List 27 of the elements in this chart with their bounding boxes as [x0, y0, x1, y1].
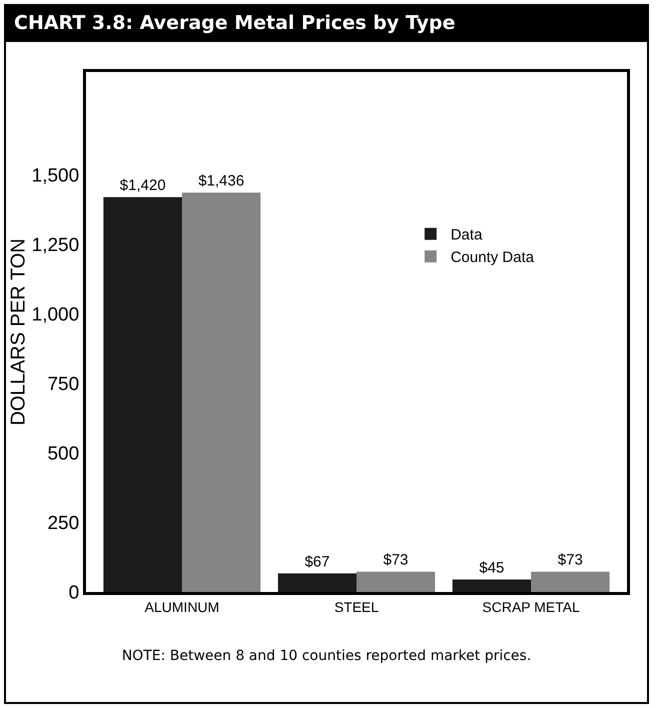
- legend-label: County Data: [450, 249, 535, 266]
- data-label: $1,420: [120, 177, 166, 194]
- chart-title: CHART 3.8: Average Metal Prices by Type: [6, 6, 647, 42]
- bar: [452, 579, 532, 592]
- y-tick-label: 250: [47, 513, 80, 534]
- y-tick-label: 1,000: [32, 304, 80, 326]
- y-tick-label: 750: [47, 374, 80, 396]
- legend-label: Data: [450, 226, 483, 244]
- x-tick-label: STEEL: [334, 598, 379, 615]
- y-tick-label: 1,500: [32, 166, 80, 187]
- x-tick-label: ALUMINUM: [144, 598, 220, 615]
- bar: [531, 572, 610, 592]
- y-axis-title: DOLLARS PER TON: [8, 238, 30, 426]
- bar: [182, 192, 261, 592]
- y-tick-label: 1,250: [32, 235, 80, 256]
- bar: [278, 573, 356, 592]
- text: NOTE: Between 8 and 10 counties reported market prices.: [120, 648, 532, 664]
- y-tick-label: 500: [47, 444, 80, 465]
- data-label: $67: [304, 553, 330, 570]
- data-label: $1,436: [198, 172, 244, 190]
- data-label: $45: [479, 559, 504, 576]
- x-tick-label: SCRAP METAL: [482, 598, 580, 615]
- data-label: $73: [558, 552, 583, 569]
- data-label: $73: [383, 552, 408, 569]
- bar: [103, 197, 182, 592]
- y-tick-label: 0: [68, 582, 80, 604]
- bar: [356, 572, 436, 592]
